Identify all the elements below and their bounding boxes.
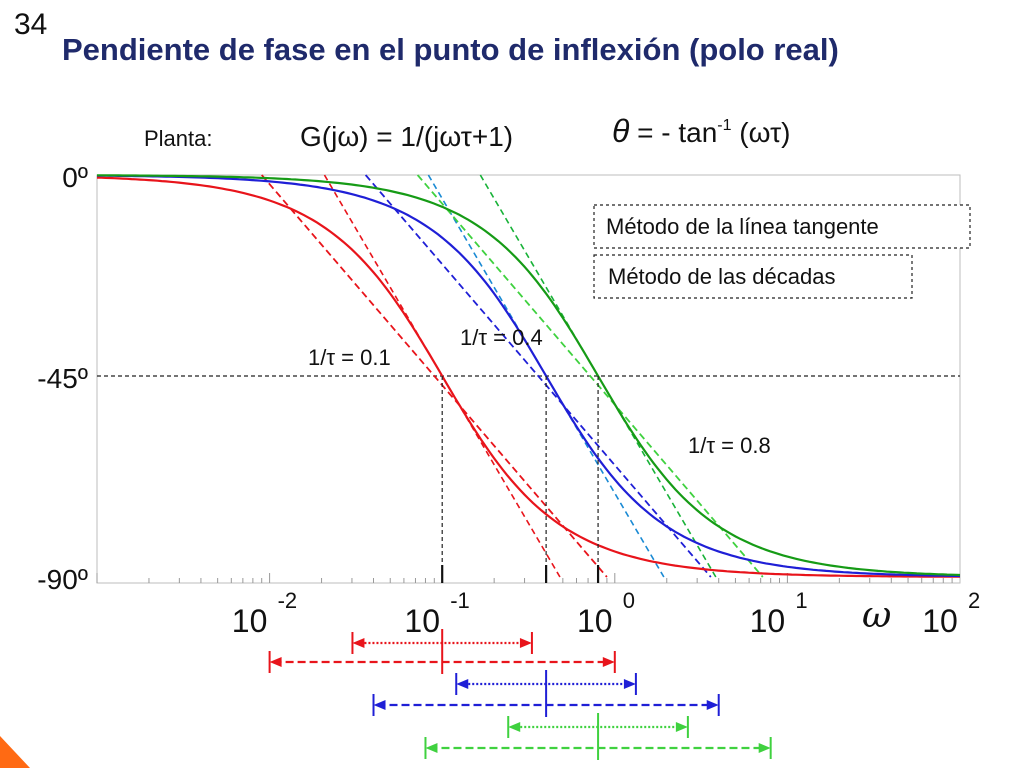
corner-label: 1/τ = 0.8: [688, 433, 771, 458]
phase-exp: -1: [717, 117, 731, 134]
x-tick-exp: -1: [450, 588, 470, 613]
x-tick-label: 10 0: [577, 588, 635, 639]
x-tick-label: 10 1: [750, 588, 808, 639]
legend-decades-box: Método de las décadas: [593, 254, 913, 299]
legend-tangent-box: Método de la línea tangente: [593, 204, 971, 249]
minor-ticks: [96, 573, 953, 583]
slide-number: 34: [14, 8, 48, 41]
x-tick-label: 10 2: [922, 588, 980, 639]
phase-curves: [96, 174, 961, 578]
x-tick-exp: 2: [968, 588, 980, 613]
arrow-head-left: [352, 638, 365, 648]
decade-line: [416, 174, 764, 578]
arrow-head-left: [373, 700, 386, 710]
x-tick-label: 10 -2: [232, 588, 297, 639]
range-arrows: [268, 629, 772, 760]
arrow-head-right: [623, 679, 636, 689]
corner-labels: 1/τ = 0.1 1/τ = 0.4 1/τ = 0.8: [308, 325, 771, 458]
corner-label: 1/τ = 0.4: [460, 325, 543, 350]
phase-arg: (ωτ): [732, 117, 791, 148]
legend-decades-label: Método de las décadas: [608, 264, 836, 289]
transfer-function: G(jω) = 1/(jωτ+1): [300, 121, 513, 152]
x-tick-base: 10: [750, 603, 786, 639]
x-tick-base: 10: [404, 603, 440, 639]
phase-rest: = - tan: [629, 117, 717, 148]
phase-formula: θ = - tan-1 (ωτ): [612, 113, 790, 149]
y-tick-label: 0º: [62, 162, 88, 193]
y-tick-labels: 0º -45º -90º: [37, 162, 88, 595]
x-tick-label: 10 -1: [404, 588, 469, 639]
arrow-head-left: [508, 722, 521, 732]
y-tick-label: -90º: [37, 564, 88, 595]
legend-tangent-label: Método de la línea tangente: [606, 214, 879, 239]
phase-curve: [96, 176, 960, 578]
x-tick-base: 10: [232, 603, 268, 639]
decade-line: [261, 174, 608, 578]
arrow-head-right: [675, 722, 688, 732]
planta-label: Planta:: [144, 126, 213, 151]
corner-label: 1/τ = 0.1: [308, 345, 391, 370]
arrow-head-right: [758, 743, 771, 753]
corner-accent: [0, 736, 30, 768]
phase-curve: [96, 174, 961, 578]
arrow-head-left: [456, 679, 469, 689]
x-tick-base: 10: [577, 603, 613, 639]
y-tick-label: -45º: [37, 363, 88, 394]
slide-title: Pendiente de fase en el punto de inflexi…: [62, 32, 839, 67]
x-tick-exp: 1: [795, 588, 807, 613]
plot-frame: [96, 174, 961, 584]
phase-theta: θ: [612, 113, 630, 149]
x-axis-omega: ω: [862, 595, 891, 636]
x-tick-base: 10: [922, 603, 958, 639]
arrow-head-left: [425, 743, 438, 753]
arrow-head-left: [269, 657, 282, 667]
phase-curve: [97, 174, 961, 577]
corner-verticals: [441, 376, 600, 583]
decade-line: [364, 174, 712, 578]
x-tick-exp: -2: [278, 588, 298, 613]
arrow-head-right: [602, 657, 615, 667]
x-tick-exp: 0: [623, 588, 635, 613]
arrow-head-right: [706, 700, 719, 710]
x-tick-labels: 10 -2 10 -1 10 0 10 1 10 2: [232, 588, 980, 639]
arrow-head-right: [519, 638, 532, 648]
